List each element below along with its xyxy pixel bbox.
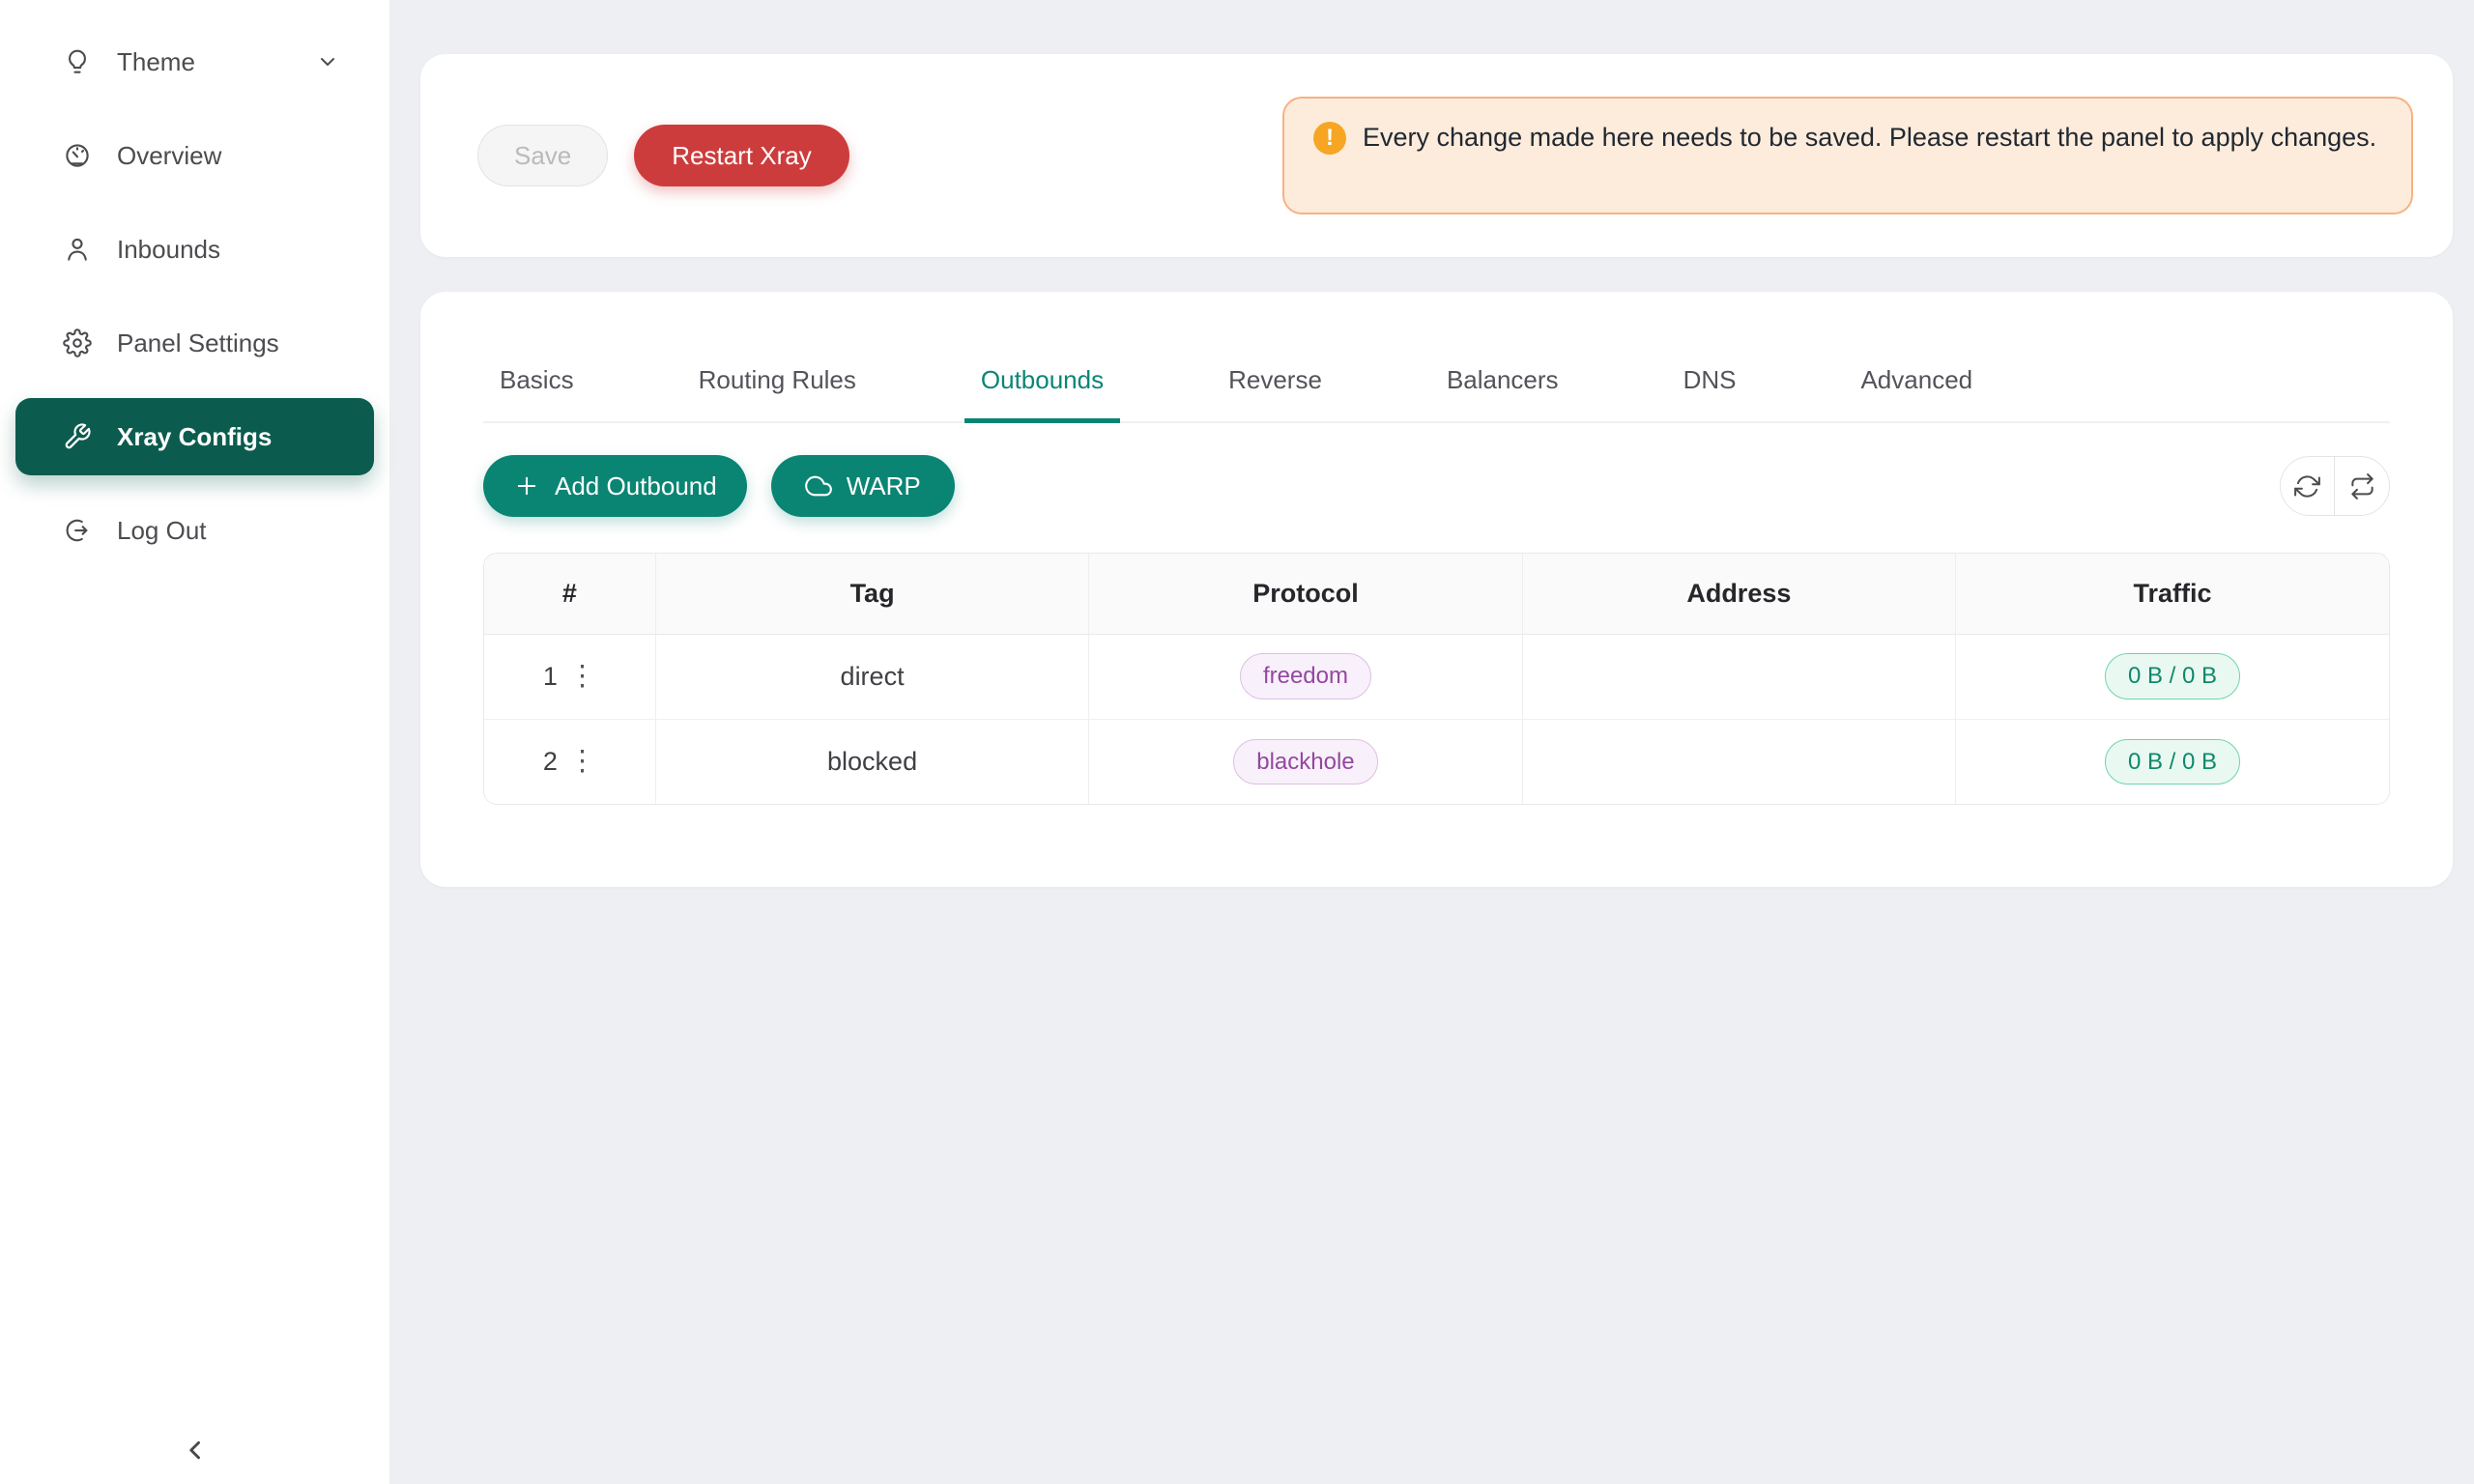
tab-outbounds[interactable]: Outbounds <box>964 365 1121 423</box>
actions-card: Save Restart Xray ! Every change made he… <box>420 54 2453 257</box>
protocol-badge: blackhole <box>1233 738 1378 785</box>
xray-config-card: Basics Routing Rules Outbounds Reverse B… <box>420 292 2453 887</box>
tab-dns[interactable]: DNS <box>1683 365 1737 394</box>
config-tabs: Basics Routing Rules Outbounds Reverse B… <box>483 292 2390 423</box>
lightbulb-icon <box>63 47 92 76</box>
wrench-icon <box>63 422 92 451</box>
row-index: 1 <box>542 661 558 691</box>
refresh-icon <box>2294 473 2320 499</box>
table-actions-group <box>2280 456 2390 516</box>
table-header-protocol: Protocol <box>1088 554 1523 635</box>
traffic-badge: 0 B / 0 B <box>2104 738 2241 785</box>
sidebar-item-label: Inbounds <box>117 234 220 264</box>
sidebar: Theme Overview <box>0 0 389 1484</box>
tab-reverse[interactable]: Reverse <box>1228 365 1322 394</box>
tab-advanced[interactable]: Advanced <box>1860 365 1973 394</box>
chevron-left-icon <box>179 1434 212 1467</box>
sidebar-item-label: Log Out <box>117 515 207 545</box>
sidebar-item-log-out[interactable]: Log Out <box>15 492 374 569</box>
tab-balancers[interactable]: Balancers <box>1446 365 1559 394</box>
sidebar-nav: Theme Overview <box>0 0 389 569</box>
sidebar-item-theme[interactable]: Theme <box>15 23 374 100</box>
table-header-index: # <box>484 554 656 635</box>
warp-button[interactable]: WARP <box>770 455 955 517</box>
tag-cell: direct <box>655 634 1090 720</box>
gear-icon <box>63 328 92 357</box>
sidebar-item-inbounds[interactable]: Inbounds <box>15 211 374 288</box>
kebab-menu-icon[interactable]: ⋮ <box>567 660 596 692</box>
sidebar-item-label: Panel Settings <box>117 328 279 357</box>
chevron-down-icon <box>316 50 339 73</box>
sidebar-item-panel-settings[interactable]: Panel Settings <box>15 304 374 382</box>
protocol-badge: freedom <box>1239 653 1371 699</box>
table-header-tag: Tag <box>655 554 1090 635</box>
sidebar-collapse-button[interactable] <box>0 1434 389 1467</box>
tab-basics[interactable]: Basics <box>500 365 574 394</box>
tab-routing-rules[interactable]: Routing Rules <box>698 365 856 394</box>
main-content: Save Restart Xray ! Every change made he… <box>389 0 2474 1484</box>
repeat-icon <box>2349 472 2375 499</box>
table-row: 1 ⋮ direct freedom 0 B / 0 B <box>484 634 2389 720</box>
gauge-icon <box>63 141 92 170</box>
row-index: 2 <box>542 746 558 776</box>
sidebar-item-label: Xray Configs <box>117 421 273 451</box>
warning-alert: ! Every change made here needs to be sav… <box>1282 97 2413 214</box>
traffic-badge: 0 B / 0 B <box>2104 653 2241 699</box>
outbounds-table: # Tag Protocol Address Traffic 1 ⋮ <box>483 553 2390 805</box>
repeat-button[interactable] <box>2335 457 2389 515</box>
add-outbound-button[interactable]: Add Outbound <box>483 455 747 517</box>
tag-cell: blocked <box>655 719 1090 804</box>
warning-icon: ! <box>1313 122 1346 155</box>
address-cell <box>1522 634 1957 720</box>
cloud-icon <box>804 472 832 499</box>
sidebar-item-xray-configs[interactable]: Xray Configs <box>15 398 374 475</box>
save-button[interactable]: Save <box>477 125 609 186</box>
refresh-button[interactable] <box>2281 457 2335 515</box>
user-icon <box>63 235 92 264</box>
sidebar-item-label: Overview <box>117 140 222 170</box>
restart-xray-button[interactable]: Restart Xray <box>634 125 849 186</box>
table-row: 2 ⋮ blocked blackhole 0 B / 0 B <box>484 719 2389 804</box>
sidebar-item-overview[interactable]: Overview <box>15 117 374 194</box>
table-header-traffic: Traffic <box>1955 554 2389 635</box>
logout-icon <box>63 516 92 545</box>
table-header-address: Address <box>1522 554 1957 635</box>
kebab-menu-icon[interactable]: ⋮ <box>567 745 596 777</box>
warning-alert-text: Every change made here needs to be saved… <box>1363 123 2377 152</box>
outbounds-toolbar: Add Outbound WARP <box>483 455 2390 517</box>
address-cell <box>1522 719 1957 804</box>
sidebar-item-label: Theme <box>117 46 195 76</box>
table-header-row: # Tag Protocol Address Traffic <box>484 554 2389 635</box>
plus-icon <box>513 472 540 499</box>
